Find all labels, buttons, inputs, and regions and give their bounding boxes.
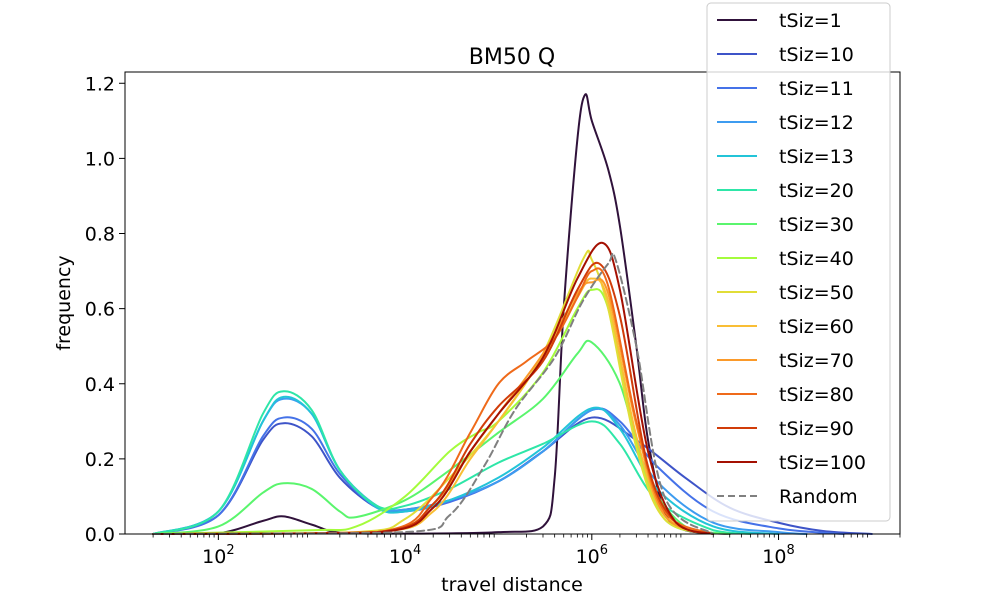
plot-lines [152, 93, 873, 535]
x-tick-label: 102 [202, 543, 234, 568]
legend-label: tSiz=1 [779, 10, 842, 32]
x-tick-label: 106 [576, 543, 608, 568]
y-axis-label: frequency [53, 255, 75, 350]
x-axis-label: travel distance [441, 574, 583, 596]
series-line-tsiz-20 [152, 390, 752, 535]
series-line-tsiz-100 [152, 241, 715, 535]
legend-label: tSiz=11 [779, 78, 854, 100]
legend-label: tSiz=100 [779, 452, 866, 474]
y-tick-label: 0.0 [85, 524, 115, 546]
x-tick-label: 108 [762, 543, 794, 568]
legend-label: Random [779, 486, 858, 508]
legend-label: tSiz=90 [779, 418, 854, 440]
legend-label: tSiz=80 [779, 384, 854, 406]
legend-box [706, 2, 891, 522]
plot-frame [124, 71, 901, 535]
y-tick-label: 0.4 [85, 374, 115, 396]
series-line-tsiz-90 [152, 261, 715, 535]
legend-label: tSiz=40 [779, 248, 854, 270]
legend-label: tSiz=70 [779, 350, 854, 372]
x-tick-label: 104 [389, 543, 421, 568]
legend-label: tSiz=60 [779, 316, 854, 338]
y-tick-label: 1.2 [85, 73, 115, 95]
legend-label: tSiz=20 [779, 180, 854, 202]
y-tick-label: 0.8 [85, 224, 115, 246]
series-line-tsiz-11 [152, 407, 845, 535]
series-line-random [152, 252, 715, 535]
x-axis: 102 104 106 108 [152, 534, 901, 568]
y-tick-label: 0.6 [85, 299, 115, 321]
chart-title: BM50 Q [469, 45, 555, 70]
legend-label: tSiz=50 [779, 282, 854, 304]
legend-label: tSiz=13 [779, 146, 854, 168]
y-tick-label: 0.2 [85, 449, 115, 471]
series-line-tsiz-50 [152, 249, 715, 535]
legend-label: tSiz=10 [779, 44, 854, 66]
y-axis: 0.0 0.2 0.4 0.6 0.8 1.0 1.2 [85, 73, 125, 546]
legend-label: tSiz=12 [779, 112, 854, 134]
y-tick-label: 1.0 [85, 148, 115, 170]
legend: tSiz=1 tSiz=10 tSiz=11 tSiz=12 tSiz=13 tSiz=2… [706, 2, 891, 522]
legend-label: tSiz=30 [779, 214, 854, 236]
